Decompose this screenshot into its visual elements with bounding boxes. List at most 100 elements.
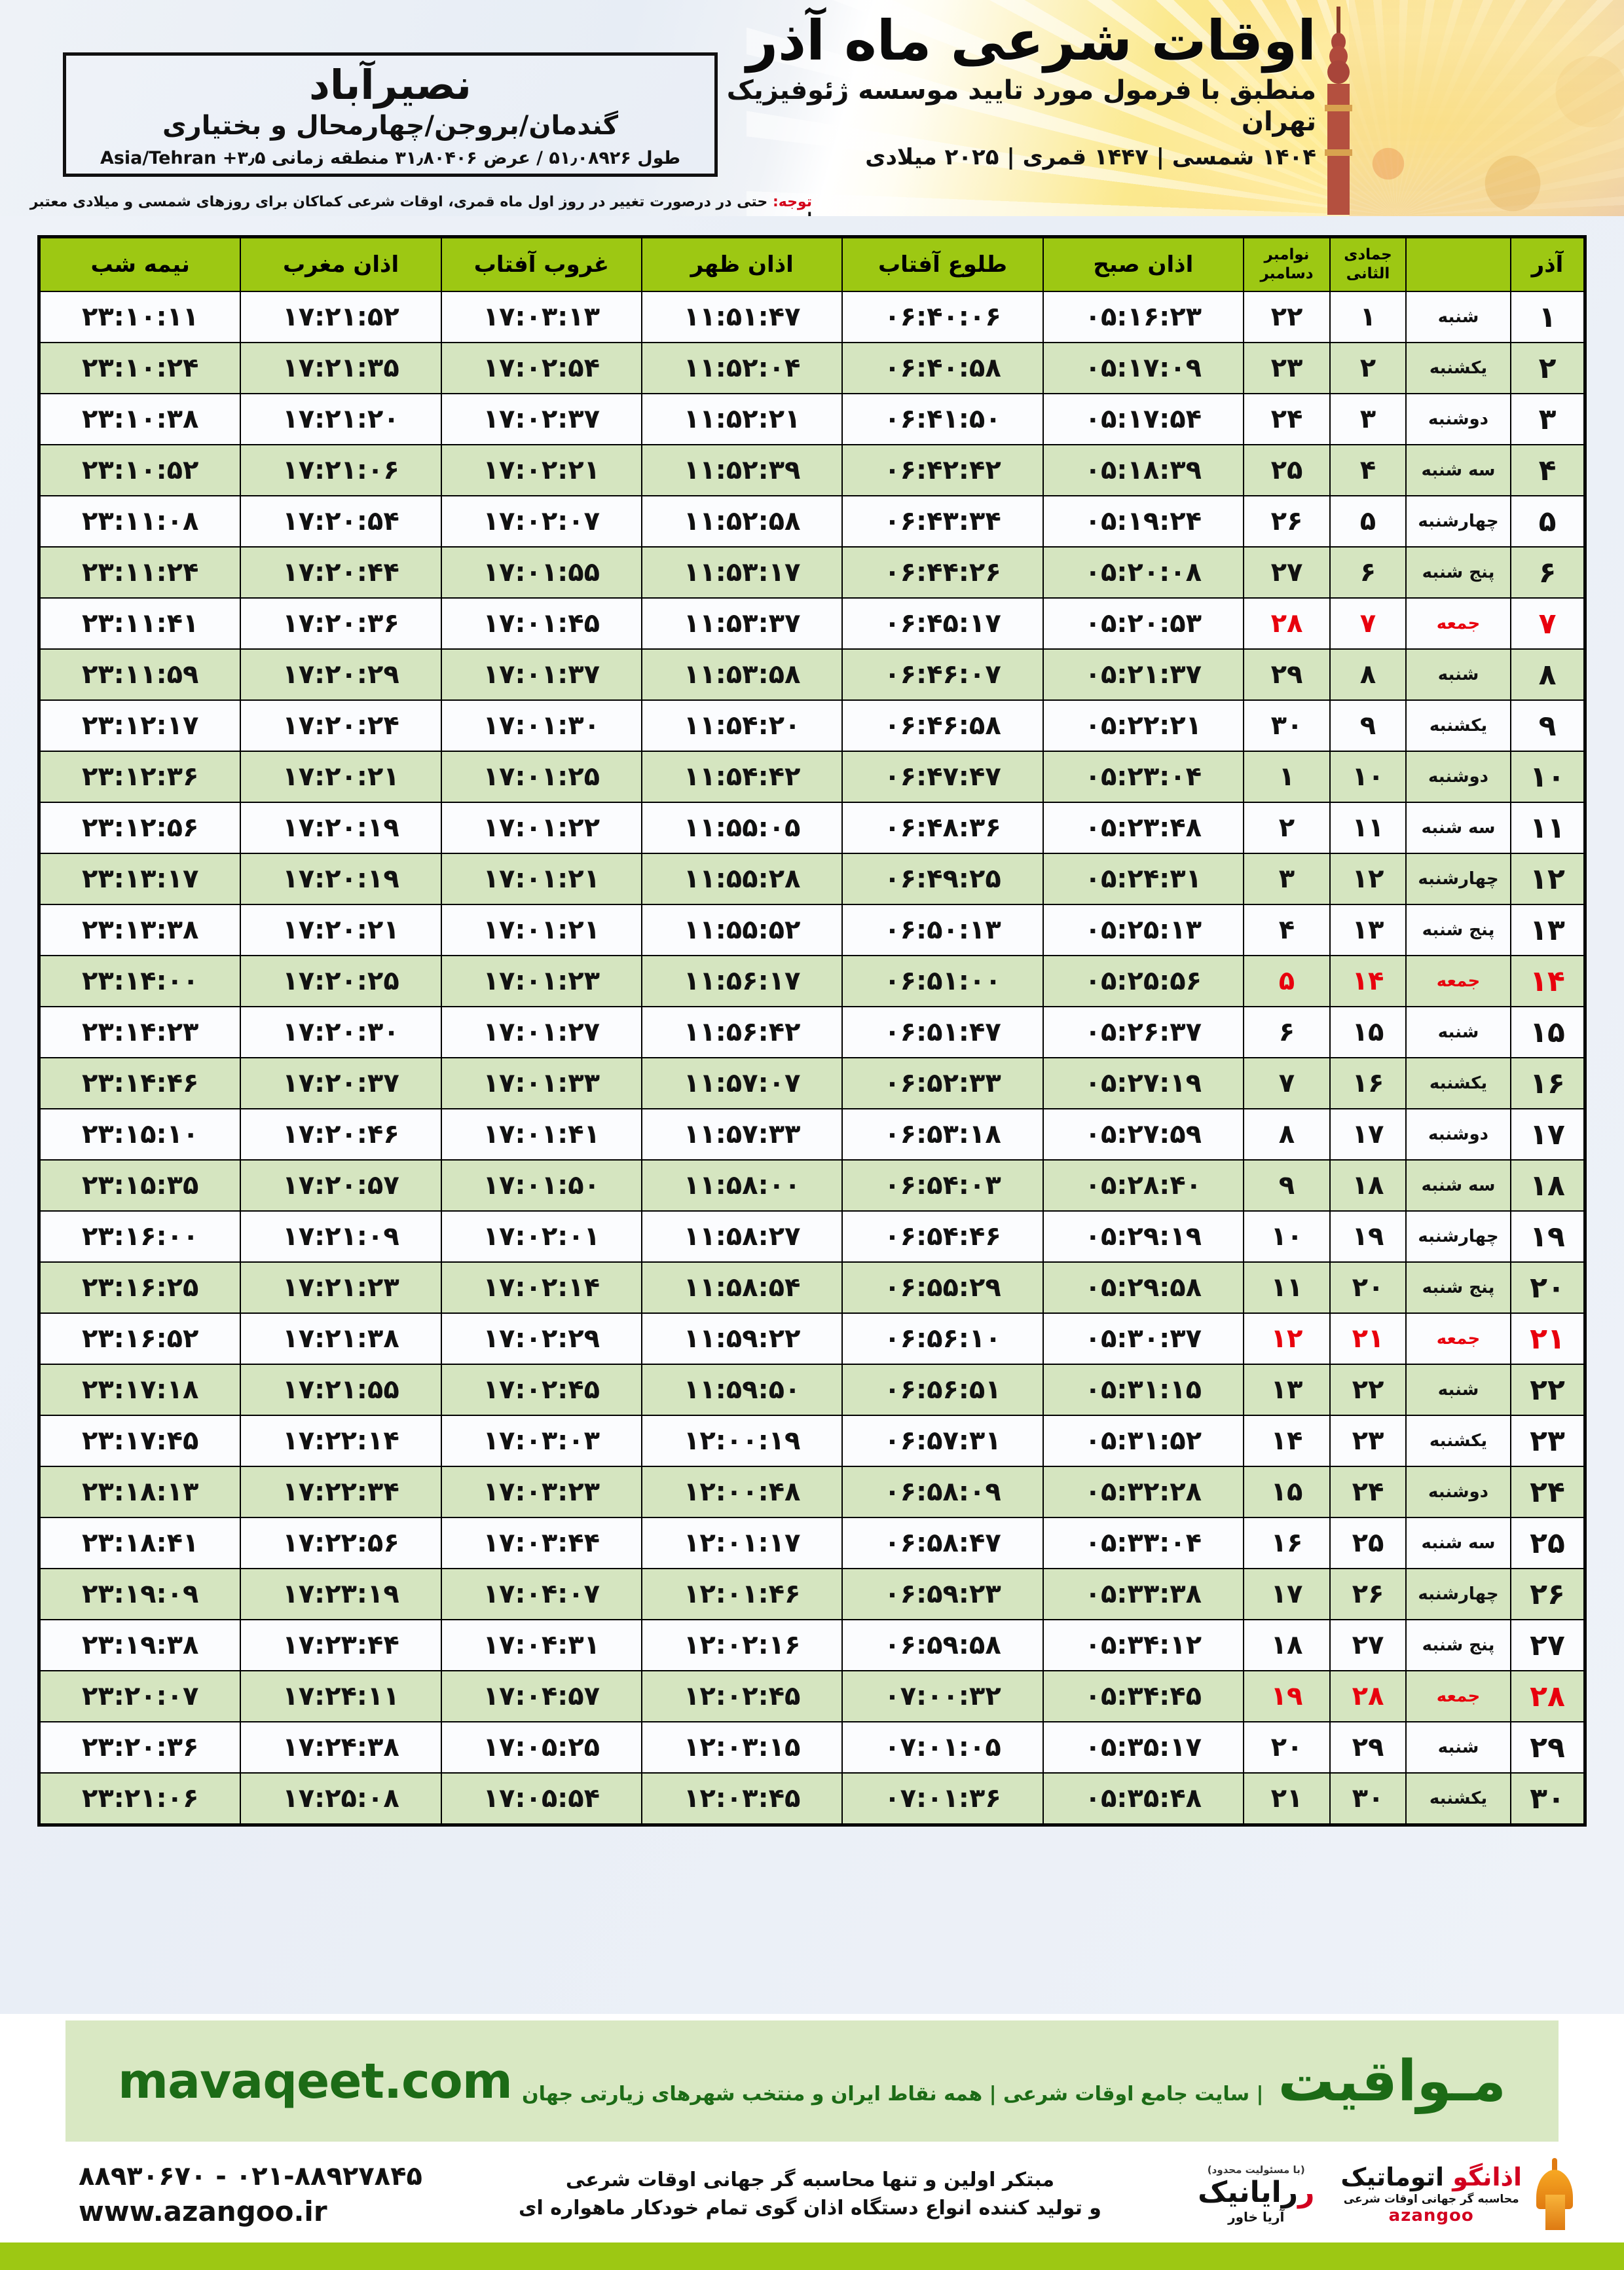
rayaneek-name: رایانیک xyxy=(1198,2175,1299,2209)
cell-gregorian-date: ۲۲ xyxy=(1243,291,1331,343)
cell-sunset: ۱۷:۰۴:۳۱ xyxy=(440,1619,643,1671)
cell-hijri-date: ۳۰ xyxy=(1329,1772,1407,1825)
cell-day-number: ۲۶ xyxy=(1510,1568,1585,1620)
table-row: ۱۴ جمعه ۱۴ ۵ ۰۵:۲۵:۵۶ ۰۶:۵۱:۰۰ ۱۱:۵۶:۱۷ ۱۷:۰۱:۲… xyxy=(39,955,1585,1007)
cell-maghrib: ۱۷:۲۱:۳۸ xyxy=(240,1312,442,1365)
cell-day-number: ۱۷ xyxy=(1510,1108,1585,1161)
cell-dhuhr: ۱۲:۰۲:۱۶ xyxy=(641,1619,843,1671)
cell-weekday: شنبه xyxy=(1405,1006,1511,1058)
cell-sunset: ۱۷:۰۲:۳۷ xyxy=(440,393,643,445)
cell-sunset: ۱۷:۰۱:۳۳ xyxy=(440,1057,643,1109)
rayaneek-small-b: خاور xyxy=(1228,2208,1258,2225)
cell-gregorian-date: ۱۰ xyxy=(1243,1210,1331,1263)
col-header-sunrise: طلوع آفتاب xyxy=(841,237,1044,292)
cell-sunrise: ۰۶:۵۱:۰۰ xyxy=(841,955,1044,1007)
cell-day-number: ۲۴ xyxy=(1510,1466,1585,1518)
mavaqeet-domain[interactable]: mavaqeet.com xyxy=(118,2053,513,2110)
rayaneek-small: آریا خاور xyxy=(1198,2209,1314,2225)
cell-midnight: ۲۳:۱۰:۱۱ xyxy=(39,291,242,343)
cell-weekday: پنج شنبه xyxy=(1405,904,1511,956)
cell-sunrise: ۰۶:۴۰:۰۶ xyxy=(841,291,1044,343)
cell-maghrib: ۱۷:۲۱:۵۵ xyxy=(240,1364,442,1416)
title-block: اوقات شرعی ماه آذر منطبق با فرمول مورد ت… xyxy=(589,9,1316,171)
table-row: ۲۱ جمعه ۲۱ ۱۲ ۰۵:۳۰:۳۷ ۰۶:۵۶:۱۰ ۱۱:۵۹:۲۲ ۱۷:۰۲:… xyxy=(39,1312,1585,1365)
cell-midnight: ۲۳:۱۸:۱۳ xyxy=(39,1466,242,1518)
cell-sunrise: ۰۶:۵۲:۳۳ xyxy=(841,1057,1044,1109)
cell-dhuhr: ۱۱:۵۴:۲۰ xyxy=(641,699,843,752)
cell-sunset: ۱۷:۰۲:۰۷ xyxy=(440,495,643,548)
cell-maghrib: ۱۷:۲۰:۲۴ xyxy=(240,699,442,752)
cell-fajr: ۰۵:۳۲:۲۸ xyxy=(1042,1466,1245,1518)
cell-dhuhr: ۱۱:۵۲:۵۸ xyxy=(641,495,843,548)
cell-sunset: ۱۷:۰۲:۲۹ xyxy=(440,1312,643,1365)
cell-day-number: ۳ xyxy=(1510,393,1585,445)
cell-midnight: ۲۳:۱۲:۳۶ xyxy=(39,751,242,803)
cell-fajr: ۰۵:۲۷:۱۹ xyxy=(1042,1057,1245,1109)
cell-maghrib: ۱۷:۲۰:۲۵ xyxy=(240,955,442,1007)
page-title: اوقات شرعی ماه آذر xyxy=(746,9,1316,73)
footer-contact: ۰۲۱-۸۸۹۲۷۸۴۵ - ۸۸۹۳۰۶۷۰ www.azangoo.ir xyxy=(79,2161,422,2227)
cell-maghrib: ۱۷:۲۱:۲۰ xyxy=(240,393,442,445)
cell-fajr: ۰۵:۲۵:۵۶ xyxy=(1042,955,1245,1007)
table-row: ۳۰ یکشنبه ۳۰ ۲۱ ۰۵:۳۵:۴۸ ۰۷:۰۱:۳۶ ۱۲:۰۳:۴۵ ۱۷:۰… xyxy=(39,1772,1585,1825)
col-header-fajr: اذان صبح xyxy=(1042,237,1245,292)
cell-day-number: ۲۱ xyxy=(1510,1312,1585,1365)
cell-hijri-date: ۱۷ xyxy=(1329,1108,1407,1161)
bottom-footer: اذانگو اتوماتیک محاسبه گر جهانی اوقات شر… xyxy=(0,2145,1624,2243)
cell-sunrise: ۰۷:۰۱:۳۶ xyxy=(841,1772,1044,1825)
cell-fajr: ۰۵:۳۳:۰۴ xyxy=(1042,1517,1245,1569)
cell-fajr: ۰۵:۳۰:۳۷ xyxy=(1042,1312,1245,1365)
cell-hijri-date: ۲ xyxy=(1329,342,1407,394)
cell-dhuhr: ۱۲:۰۱:۱۷ xyxy=(641,1517,843,1569)
contact-phone: ۰۲۱-۸۸۹۲۷۸۴۵ - ۸۸۹۳۰۶۷۰ xyxy=(79,2161,422,2191)
cell-weekday: چهارشنبه xyxy=(1405,853,1511,905)
cell-sunrise: ۰۶:۵۶:۱۰ xyxy=(841,1312,1044,1365)
cell-weekday: پنج شنبه xyxy=(1405,1261,1511,1314)
cell-maghrib: ۱۷:۲۲:۵۶ xyxy=(240,1517,442,1569)
table-row: ۱۷ دوشنبه ۱۷ ۸ ۰۵:۲۷:۵۹ ۰۶:۵۳:۱۸ ۱۱:۵۷:۳۳ ۱۷:۰۱… xyxy=(39,1108,1585,1161)
azangoo-text: اذانگو اتوماتیک محاسبه گر جهانی اوقات شر… xyxy=(1340,2163,1522,2225)
cell-gregorian-date: ۱ xyxy=(1243,751,1331,803)
cell-gregorian-date: ۹ xyxy=(1243,1159,1331,1212)
mavaqeet-brand: مـواقیت xyxy=(1278,2048,1506,2114)
cell-midnight: ۲۳:۱۰:۳۸ xyxy=(39,393,242,445)
col-header-weekday xyxy=(1405,237,1511,292)
cell-sunrise: ۰۶:۴۸:۳۶ xyxy=(841,802,1044,854)
cell-sunrise: ۰۶:۵۸:۴۷ xyxy=(841,1517,1044,1569)
cell-day-number: ۹ xyxy=(1510,699,1585,752)
cell-weekday: سه شنبه xyxy=(1405,1517,1511,1569)
cell-midnight: ۲۳:۱۶:۲۵ xyxy=(39,1261,242,1314)
cell-sunrise: ۰۶:۵۴:۰۳ xyxy=(841,1159,1044,1212)
col-header-november: نوامبر xyxy=(1264,246,1310,264)
cell-maghrib: ۱۷:۲۱:۳۵ xyxy=(240,342,442,394)
cell-weekday: چهارشنبه xyxy=(1405,1568,1511,1620)
cell-dhuhr: ۱۱:۵۷:۳۳ xyxy=(641,1108,843,1161)
cell-maghrib: ۱۷:۲۰:۱۹ xyxy=(240,853,442,905)
cell-midnight: ۲۳:۱۷:۴۵ xyxy=(39,1415,242,1467)
cell-sunset: ۱۷:۰۱:۲۵ xyxy=(440,751,643,803)
cell-day-number: ۱۸ xyxy=(1510,1159,1585,1212)
cell-maghrib: ۱۷:۲۳:۴۴ xyxy=(240,1619,442,1671)
cell-hijri-date: ۱ xyxy=(1329,291,1407,343)
cell-fajr: ۰۵:۳۵:۱۷ xyxy=(1042,1721,1245,1774)
cell-weekday: یکشنبه xyxy=(1405,1057,1511,1109)
cell-maghrib: ۱۷:۲۵:۰۸ xyxy=(240,1772,442,1825)
cell-gregorian-date: ۲ xyxy=(1243,802,1331,854)
cell-maghrib: ۱۷:۲۱:۵۲ xyxy=(240,291,442,343)
cell-weekday: چهارشنبه xyxy=(1405,1210,1511,1263)
cell-maghrib: ۱۷:۲۰:۳۶ xyxy=(240,597,442,650)
cell-dhuhr: ۱۱:۵۷:۰۷ xyxy=(641,1057,843,1109)
table-row: ۱۱ سه شنبه ۱۱ ۲ ۰۵:۲۳:۴۸ ۰۶:۴۸:۳۶ ۱۱:۵۵:۰۵ ۱۷:۰… xyxy=(39,802,1585,854)
cell-hijri-date: ۲۳ xyxy=(1329,1415,1407,1467)
cell-midnight: ۲۳:۲۱:۰۶ xyxy=(39,1772,242,1825)
cell-dhuhr: ۱۱:۵۳:۵۸ xyxy=(641,648,843,701)
cell-fajr: ۰۵:۲۲:۲۱ xyxy=(1042,699,1245,752)
cell-weekday: دوشنبه xyxy=(1405,751,1511,803)
slogan-line-2: و تولید کننده انواع دستگاه اذان گوی تمام… xyxy=(422,2194,1198,2223)
cell-maghrib: ۱۷:۲۴:۳۸ xyxy=(240,1721,442,1774)
cell-hijri-date: ۲۸ xyxy=(1329,1670,1407,1722)
contact-website[interactable]: www.azangoo.ir xyxy=(79,2195,327,2227)
cell-maghrib: ۱۷:۲۰:۴۶ xyxy=(240,1108,442,1161)
cell-maghrib: ۱۷:۲۰:۲۱ xyxy=(240,904,442,956)
cell-gregorian-date: ۲۳ xyxy=(1243,342,1331,394)
